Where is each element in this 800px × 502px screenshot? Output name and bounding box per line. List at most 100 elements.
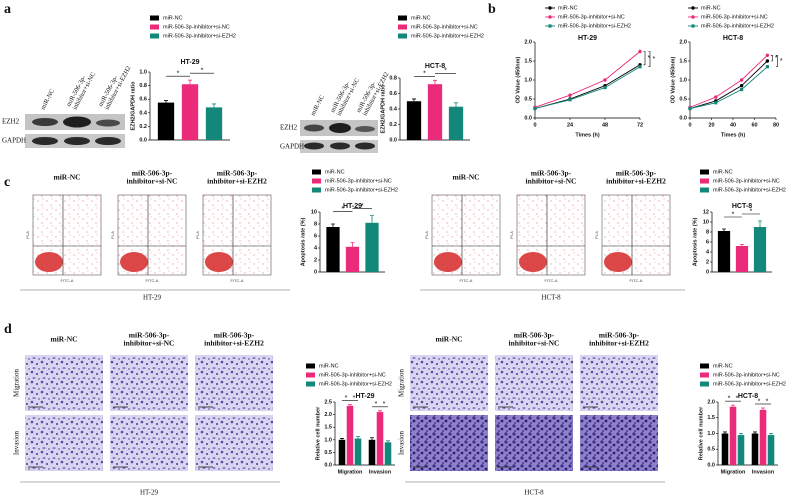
column-header: inhibitor+si-EZH2 bbox=[606, 177, 666, 186]
x-tick-label: 80 bbox=[773, 122, 779, 128]
point bbox=[638, 49, 642, 54]
y-tick-label: 4 bbox=[706, 249, 710, 255]
column-header: miR-506-3p- bbox=[514, 331, 555, 340]
blot-band bbox=[63, 116, 91, 128]
legend-label: miR-NC bbox=[713, 169, 733, 175]
point bbox=[568, 93, 572, 97]
flow-x-label: FITC-A bbox=[630, 278, 643, 283]
point bbox=[765, 59, 770, 63]
bar bbox=[326, 227, 340, 272]
legend-label: miR-506-3p-inhibitor+si-NC bbox=[411, 24, 478, 30]
x-tick-label: 60 bbox=[751, 122, 757, 128]
series-line bbox=[689, 60, 768, 109]
error-bar bbox=[412, 98, 416, 102]
column-header: miR-506-3p- bbox=[129, 331, 170, 340]
x-axis-label: Times (h) bbox=[721, 132, 746, 138]
significance: * bbox=[648, 55, 651, 62]
flow-y-label: PI-A bbox=[25, 231, 30, 239]
blot-band bbox=[32, 118, 58, 126]
column-header: inhibitor+si-NC bbox=[127, 177, 178, 186]
cell-line-label: HT-29 bbox=[143, 294, 162, 302]
legend-swatch bbox=[150, 15, 159, 21]
bar bbox=[721, 433, 729, 465]
y-tick-label: 10 bbox=[311, 209, 317, 215]
legend-label: miR-506-3p-inhibitor+si-NC bbox=[558, 14, 625, 20]
y-tick-label: 0.8 bbox=[389, 75, 397, 81]
y-tick-label: 4 bbox=[314, 245, 318, 251]
significance: * bbox=[177, 71, 180, 78]
micrograph bbox=[495, 415, 573, 471]
micrograph bbox=[195, 355, 273, 411]
error-bar bbox=[454, 102, 458, 107]
flow-y-label: PI-A bbox=[424, 231, 429, 239]
cell-line-label: HCT-8 bbox=[541, 294, 561, 302]
flow-x-label: FITC-A bbox=[460, 278, 473, 283]
significance: * bbox=[361, 203, 364, 210]
point bbox=[691, 6, 695, 10]
error-bar bbox=[164, 100, 168, 103]
row-label: GAPDH bbox=[280, 143, 304, 151]
legend-swatch bbox=[312, 187, 321, 193]
point bbox=[691, 15, 695, 19]
error-bar bbox=[331, 223, 335, 227]
legend-label: miR-506-3p-inhibitor+si-NC bbox=[701, 14, 768, 20]
blot-band bbox=[330, 142, 350, 150]
error-bar bbox=[722, 228, 726, 231]
column-header: miR-506-3p- bbox=[214, 331, 255, 340]
bar bbox=[354, 438, 362, 465]
lane-header: miR-506-3p-inhibitor+si-NC bbox=[65, 71, 97, 111]
legend-label: miR-506-3p-inhibitor+si-EZH2 bbox=[319, 381, 392, 387]
panel-label: b bbox=[488, 2, 496, 17]
error-bar bbox=[356, 436, 360, 439]
y-axis-label: EZH2/GAPDH ratio bbox=[130, 81, 136, 131]
flow-y-label: PI-A bbox=[509, 231, 514, 239]
legend-swatch bbox=[700, 372, 709, 378]
lane-header: miR-NC bbox=[40, 88, 57, 111]
blot-band bbox=[355, 126, 375, 132]
x-tick-label: 40 bbox=[730, 122, 736, 128]
panel-label: a bbox=[4, 2, 11, 17]
x-tick-label: Migration bbox=[721, 469, 746, 475]
legend-swatch bbox=[700, 187, 709, 193]
significance: * bbox=[353, 395, 356, 402]
significance: * bbox=[423, 71, 426, 78]
legend-label: miR-506-3p-inhibitor+si-NC bbox=[319, 372, 386, 378]
legend-swatch bbox=[150, 33, 159, 39]
chart-title: HCT-8 bbox=[738, 393, 758, 400]
error-bar bbox=[188, 79, 192, 85]
point bbox=[765, 53, 770, 57]
axis-line bbox=[534, 42, 640, 119]
y-tick-label: 0.0 bbox=[679, 115, 687, 121]
y-axis-label: EZH2/GAPDH ratio bbox=[380, 84, 386, 134]
significance: * bbox=[653, 56, 656, 63]
point bbox=[603, 78, 607, 82]
bar bbox=[365, 222, 379, 272]
bar bbox=[346, 405, 354, 465]
y-tick-label: 0.0 bbox=[324, 462, 332, 468]
micrograph bbox=[195, 415, 273, 471]
significance: * bbox=[775, 55, 778, 62]
y-tick-label: 0.5 bbox=[707, 447, 715, 453]
row-label: EZH2 bbox=[2, 118, 20, 126]
blot-band bbox=[329, 123, 351, 133]
lane-label: miR-NC bbox=[310, 94, 327, 117]
bar bbox=[751, 433, 759, 465]
legend-swatch bbox=[398, 24, 407, 30]
significance: * bbox=[758, 398, 761, 405]
legend-label: miR-NC bbox=[701, 5, 721, 11]
blot-band bbox=[95, 137, 121, 145]
bar bbox=[767, 435, 775, 465]
cell-cluster bbox=[120, 252, 148, 272]
y-tick-label: 1.0 bbox=[707, 431, 715, 437]
error-bar bbox=[378, 410, 382, 413]
micrograph bbox=[410, 355, 488, 411]
y-tick-label: 0.0 bbox=[389, 137, 397, 143]
legend-label: miR-506-3p-inhibitor+si-EZH2 bbox=[163, 33, 236, 39]
bar bbox=[427, 84, 443, 140]
significance: * bbox=[728, 395, 731, 402]
micrograph bbox=[110, 355, 188, 411]
y-tick-label: 0.5 bbox=[524, 96, 532, 102]
legend-swatch bbox=[306, 372, 315, 378]
legend-label: miR-NC bbox=[163, 15, 183, 21]
error-bar bbox=[731, 404, 735, 407]
